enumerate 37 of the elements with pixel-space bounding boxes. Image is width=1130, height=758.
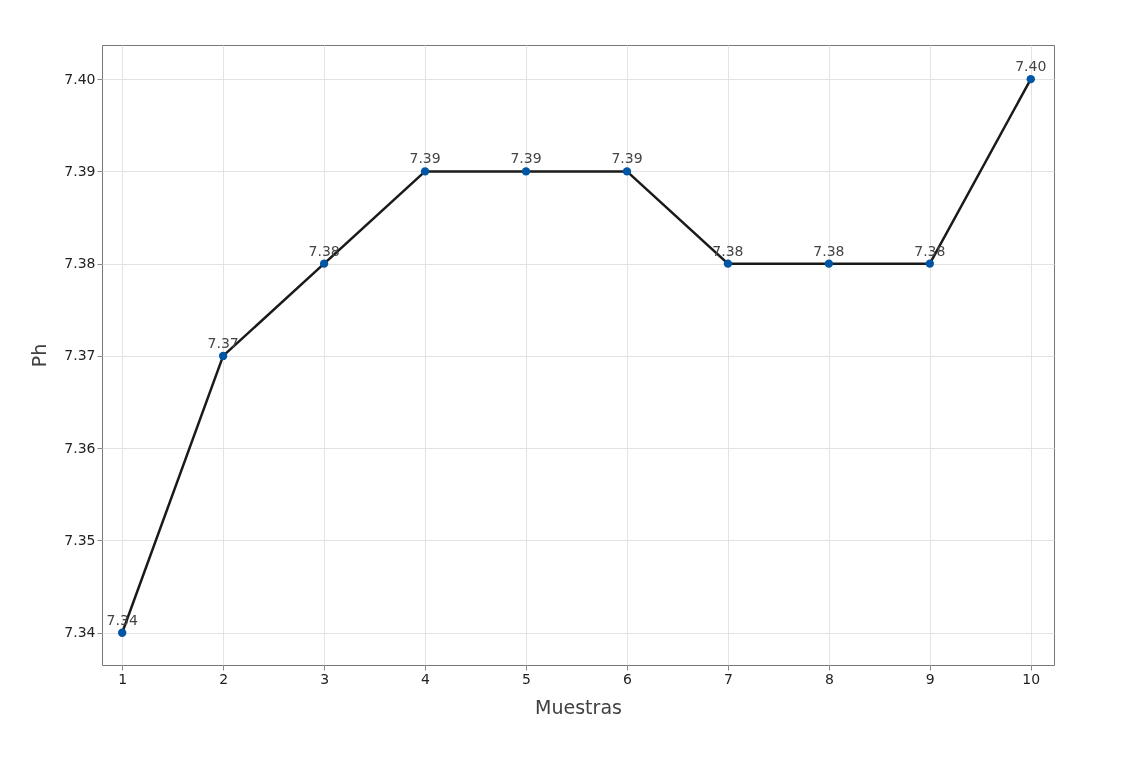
point xyxy=(824,259,834,268)
x-tick-label: 4 xyxy=(421,670,431,687)
point xyxy=(521,167,531,176)
point xyxy=(622,167,632,176)
x-tick-label: 3 xyxy=(320,670,330,687)
y-tick-label: 7.38 xyxy=(64,255,96,272)
data-label: 7.37 xyxy=(207,334,239,351)
x-axis-title: Muestras xyxy=(535,695,622,718)
data-label: 7.39 xyxy=(510,150,542,167)
data-label: 7.38 xyxy=(308,242,340,259)
data-label: 7.38 xyxy=(712,242,744,259)
x-tick-label: 9 xyxy=(925,670,935,687)
point xyxy=(218,351,228,361)
point xyxy=(118,628,127,637)
x-tick-label: 7 xyxy=(723,670,733,687)
x-tick-label: 5 xyxy=(522,670,531,687)
data-label: 7.40 xyxy=(1015,58,1047,75)
x-tick-label: 10 xyxy=(1022,670,1041,687)
y-axis-title: Ph xyxy=(28,343,51,368)
y-tick-label: 7.35 xyxy=(64,531,96,548)
x-tick-label: 6 xyxy=(623,670,632,687)
point xyxy=(925,259,935,268)
data-label: 7.39 xyxy=(409,150,441,167)
y-tick-label: 7.37 xyxy=(64,347,96,364)
x-tick-label: 2 xyxy=(219,670,229,687)
x-tick-label: 8 xyxy=(824,670,834,687)
data-label: 7.38 xyxy=(813,242,845,259)
y-tick-label: 7.39 xyxy=(64,162,96,179)
data-label: 7.39 xyxy=(611,150,643,167)
point xyxy=(1026,74,1035,84)
y-tick-label: 7.36 xyxy=(64,439,96,456)
x-tick-label: 1 xyxy=(118,670,128,687)
y-tick-label: 7.40 xyxy=(64,70,96,87)
point xyxy=(723,259,733,268)
y-tick-label: 7.34 xyxy=(64,624,96,641)
point xyxy=(420,167,430,176)
point xyxy=(319,259,329,268)
